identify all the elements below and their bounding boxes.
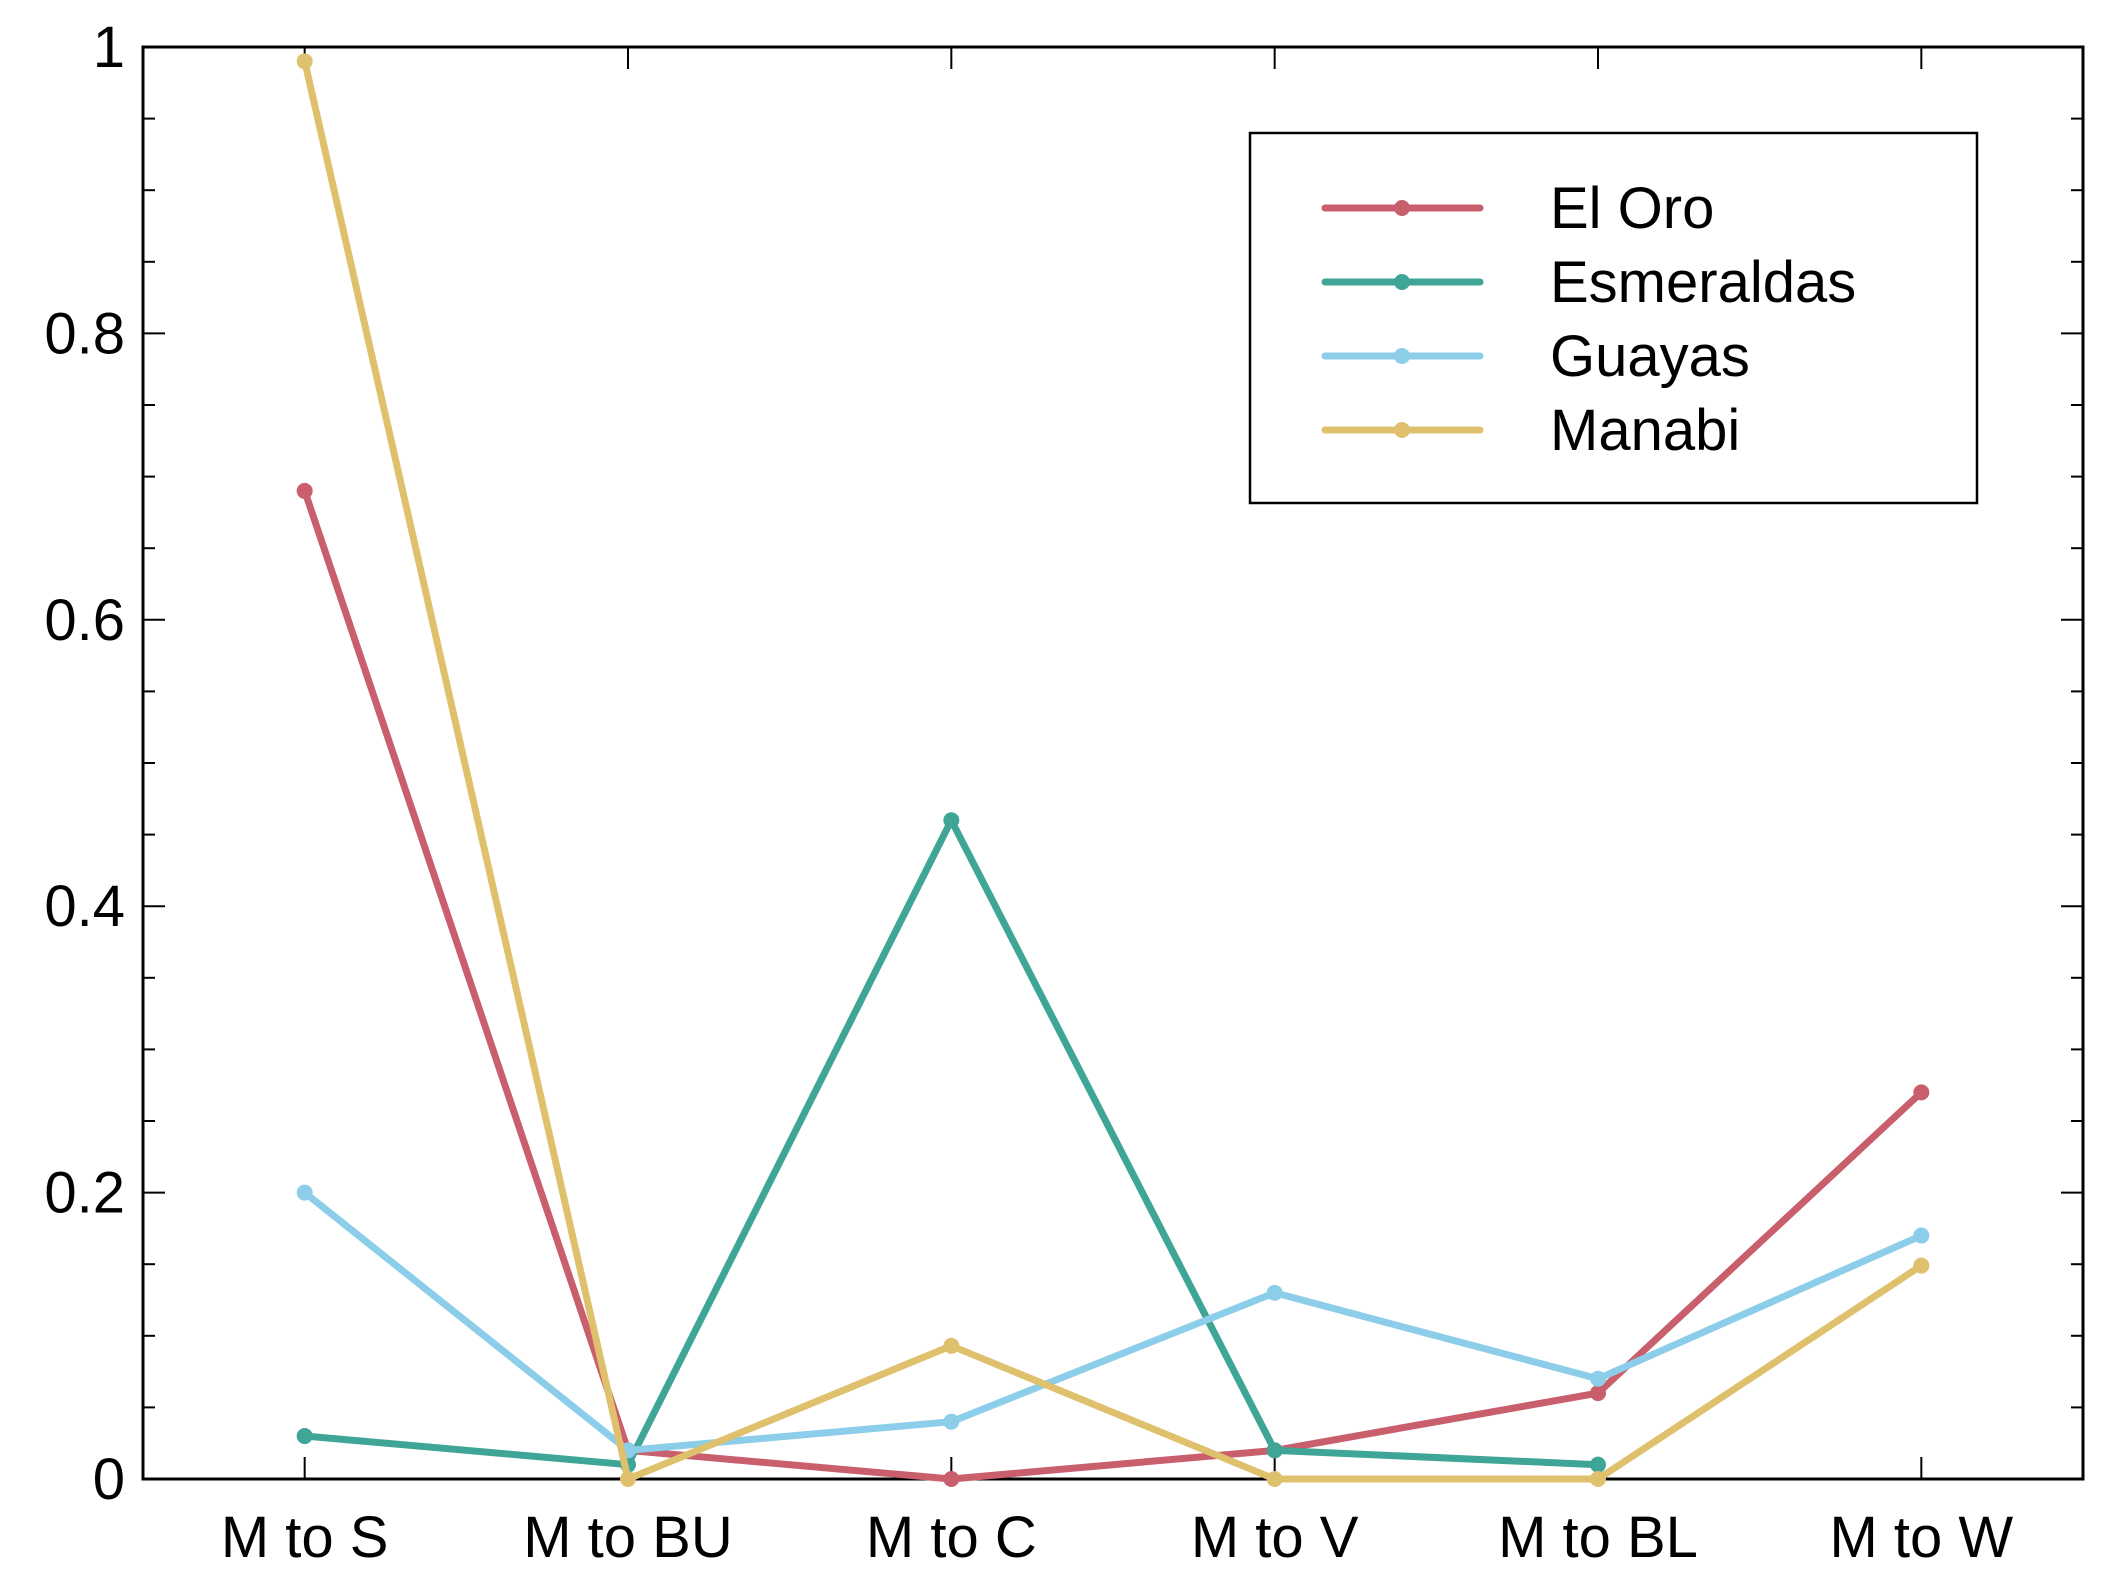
y-tick-label: 0.8: [44, 301, 125, 366]
series-line-guayas: [301, 1189, 1925, 1454]
y-tick-label: 1: [93, 15, 125, 80]
data-point-guayas: [943, 1413, 960, 1430]
data-point-guayas: [1913, 1227, 1930, 1244]
x-tick-label: M to BU: [523, 1505, 733, 1570]
x-tick-label: M to W: [1829, 1505, 2013, 1570]
legend-label: Manabi: [1550, 398, 1740, 463]
x-tick-label: M to BL: [1498, 1505, 1698, 1570]
data-point-guayas: [1590, 1370, 1606, 1387]
legend-item-el-oro: El Oro: [1321, 176, 1714, 241]
series-esmeraldas: [296, 812, 1606, 1473]
x-tick-label: M to V: [1191, 1505, 1359, 1570]
series-el-oro: [296, 482, 1930, 1487]
x-tick-label: M to C: [866, 1505, 1037, 1570]
legend-swatch-marker: [1394, 422, 1410, 438]
data-point-el-oro: [943, 1471, 960, 1487]
legend-label: Guayas: [1550, 324, 1750, 389]
data-point-manabi: [620, 1471, 636, 1487]
legend-item-manabi: Manabi: [1321, 398, 1740, 463]
legend-item-guayas: Guayas: [1321, 324, 1750, 389]
data-point-esmeraldas: [1590, 1456, 1606, 1473]
data-point-guayas: [296, 1184, 313, 1201]
series-guayas: [296, 1184, 1930, 1459]
data-point-guayas: [1266, 1284, 1283, 1301]
series-manabi: [296, 53, 1930, 1487]
data-point-el-oro: [1913, 1084, 1930, 1101]
legend-swatch-marker: [1394, 274, 1410, 290]
data-point-esmeraldas: [296, 1428, 313, 1445]
y-tick-label: 0: [93, 1447, 125, 1512]
y-tick-label: 0.4: [44, 874, 125, 939]
data-point-manabi: [943, 1337, 960, 1354]
data-point-manabi: [1266, 1471, 1283, 1487]
y-tick-label: 0.2: [44, 1161, 125, 1226]
legend-swatch-marker: [1394, 348, 1410, 364]
series-layer: [296, 53, 1930, 1487]
data-point-esmeraldas: [943, 812, 960, 829]
legend-label: El Oro: [1550, 176, 1714, 241]
data-point-el-oro: [1590, 1385, 1606, 1402]
y-tick-label: 0.6: [44, 588, 125, 653]
data-point-manabi: [296, 53, 313, 70]
legend-box: [1248, 131, 1979, 505]
series-line-el-oro: [301, 487, 1925, 1483]
legend: El Oro Esmeraldas Guayas Manabi: [1248, 131, 1979, 505]
data-point-manabi: [1913, 1257, 1930, 1274]
x-tick-label: M to S: [221, 1505, 389, 1570]
axes: 0 0.2 0.4 0.6 0.8 1 M to S M to BU M to C M to V M…: [44, 15, 2085, 1570]
legend-swatch-marker: [1394, 200, 1410, 216]
data-point-manabi: [1590, 1471, 1606, 1487]
series-line-manabi: [301, 57, 1925, 1483]
legend-label: Esmeraldas: [1550, 250, 1856, 315]
legend-item-esmeraldas: Esmeraldas: [1321, 250, 1856, 315]
data-point-esmeraldas: [1266, 1442, 1283, 1459]
data-point-el-oro: [296, 482, 313, 499]
